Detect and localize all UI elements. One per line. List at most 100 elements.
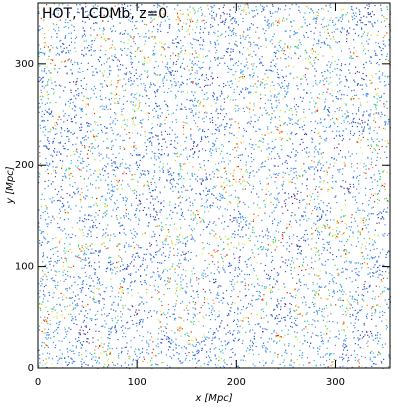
particle [362,153,363,154]
particle [359,310,360,311]
particle [123,278,124,279]
particle [156,111,157,112]
particle [292,277,293,278]
particle [373,267,374,268]
particle [43,132,44,133]
particle [354,47,355,48]
particle [231,23,232,24]
particle [98,331,99,332]
particle [343,271,344,272]
particle [346,34,347,35]
particle [80,162,81,163]
particle [164,120,165,121]
particle [212,133,213,134]
particle [352,298,353,299]
particle [48,113,49,114]
particle [279,340,280,341]
particle [57,285,58,286]
particle [273,310,274,311]
particle [293,194,294,195]
particle [352,9,353,10]
particle [182,213,183,214]
particle [221,185,222,186]
particle [200,365,201,366]
particle [347,350,348,351]
particle [274,237,275,238]
particle [194,152,195,153]
particle [155,135,156,136]
particle [291,215,292,216]
particle [158,250,159,251]
particle [370,352,371,353]
particle [155,217,156,218]
particle [195,123,196,124]
particle [48,357,49,358]
particle [121,347,122,348]
particle [303,219,304,220]
particle [381,362,382,363]
particle [314,75,315,76]
particle [233,100,234,101]
particle [209,174,210,175]
particle [216,186,217,187]
particle [284,359,285,360]
particle [177,5,178,6]
particle [215,225,216,226]
particle [61,341,62,342]
particle [204,344,205,345]
particle [252,345,253,346]
particle [315,224,316,225]
particle [123,96,124,97]
particle [101,83,102,84]
particle [202,348,203,349]
particle [46,45,47,46]
particle [235,63,236,64]
particle [375,127,376,128]
particle [80,201,81,202]
particle [98,288,99,289]
particle [207,207,208,208]
particle [343,321,344,322]
particle [382,315,383,316]
particle [91,278,92,279]
particle [178,197,179,198]
particle [218,170,219,171]
particle [170,55,171,56]
particle [48,141,49,142]
particle [316,252,317,253]
particle [290,46,291,47]
particle [326,38,327,39]
particle [312,290,313,291]
particle [282,213,283,214]
particle [57,363,58,364]
particle [265,161,266,162]
particle [81,188,82,189]
particle [156,214,157,215]
particle [135,105,136,106]
particle [303,109,304,110]
particle [265,249,266,250]
particle [55,345,56,346]
particle [372,152,373,153]
particle [220,15,221,16]
particle [345,165,346,166]
particle [377,267,378,268]
particle [216,358,217,359]
particle [150,277,151,278]
particle [113,364,114,365]
particle [193,218,194,219]
particle [146,36,147,37]
particle [121,327,122,328]
particle [221,320,222,321]
particle [381,361,382,362]
particle [250,85,251,86]
particle [240,73,241,74]
particle [195,358,196,359]
particle [321,72,322,73]
particle [364,286,365,287]
particle [86,254,87,255]
particle [321,24,322,25]
particle [229,16,230,17]
particle [221,186,222,187]
particle [384,291,385,292]
